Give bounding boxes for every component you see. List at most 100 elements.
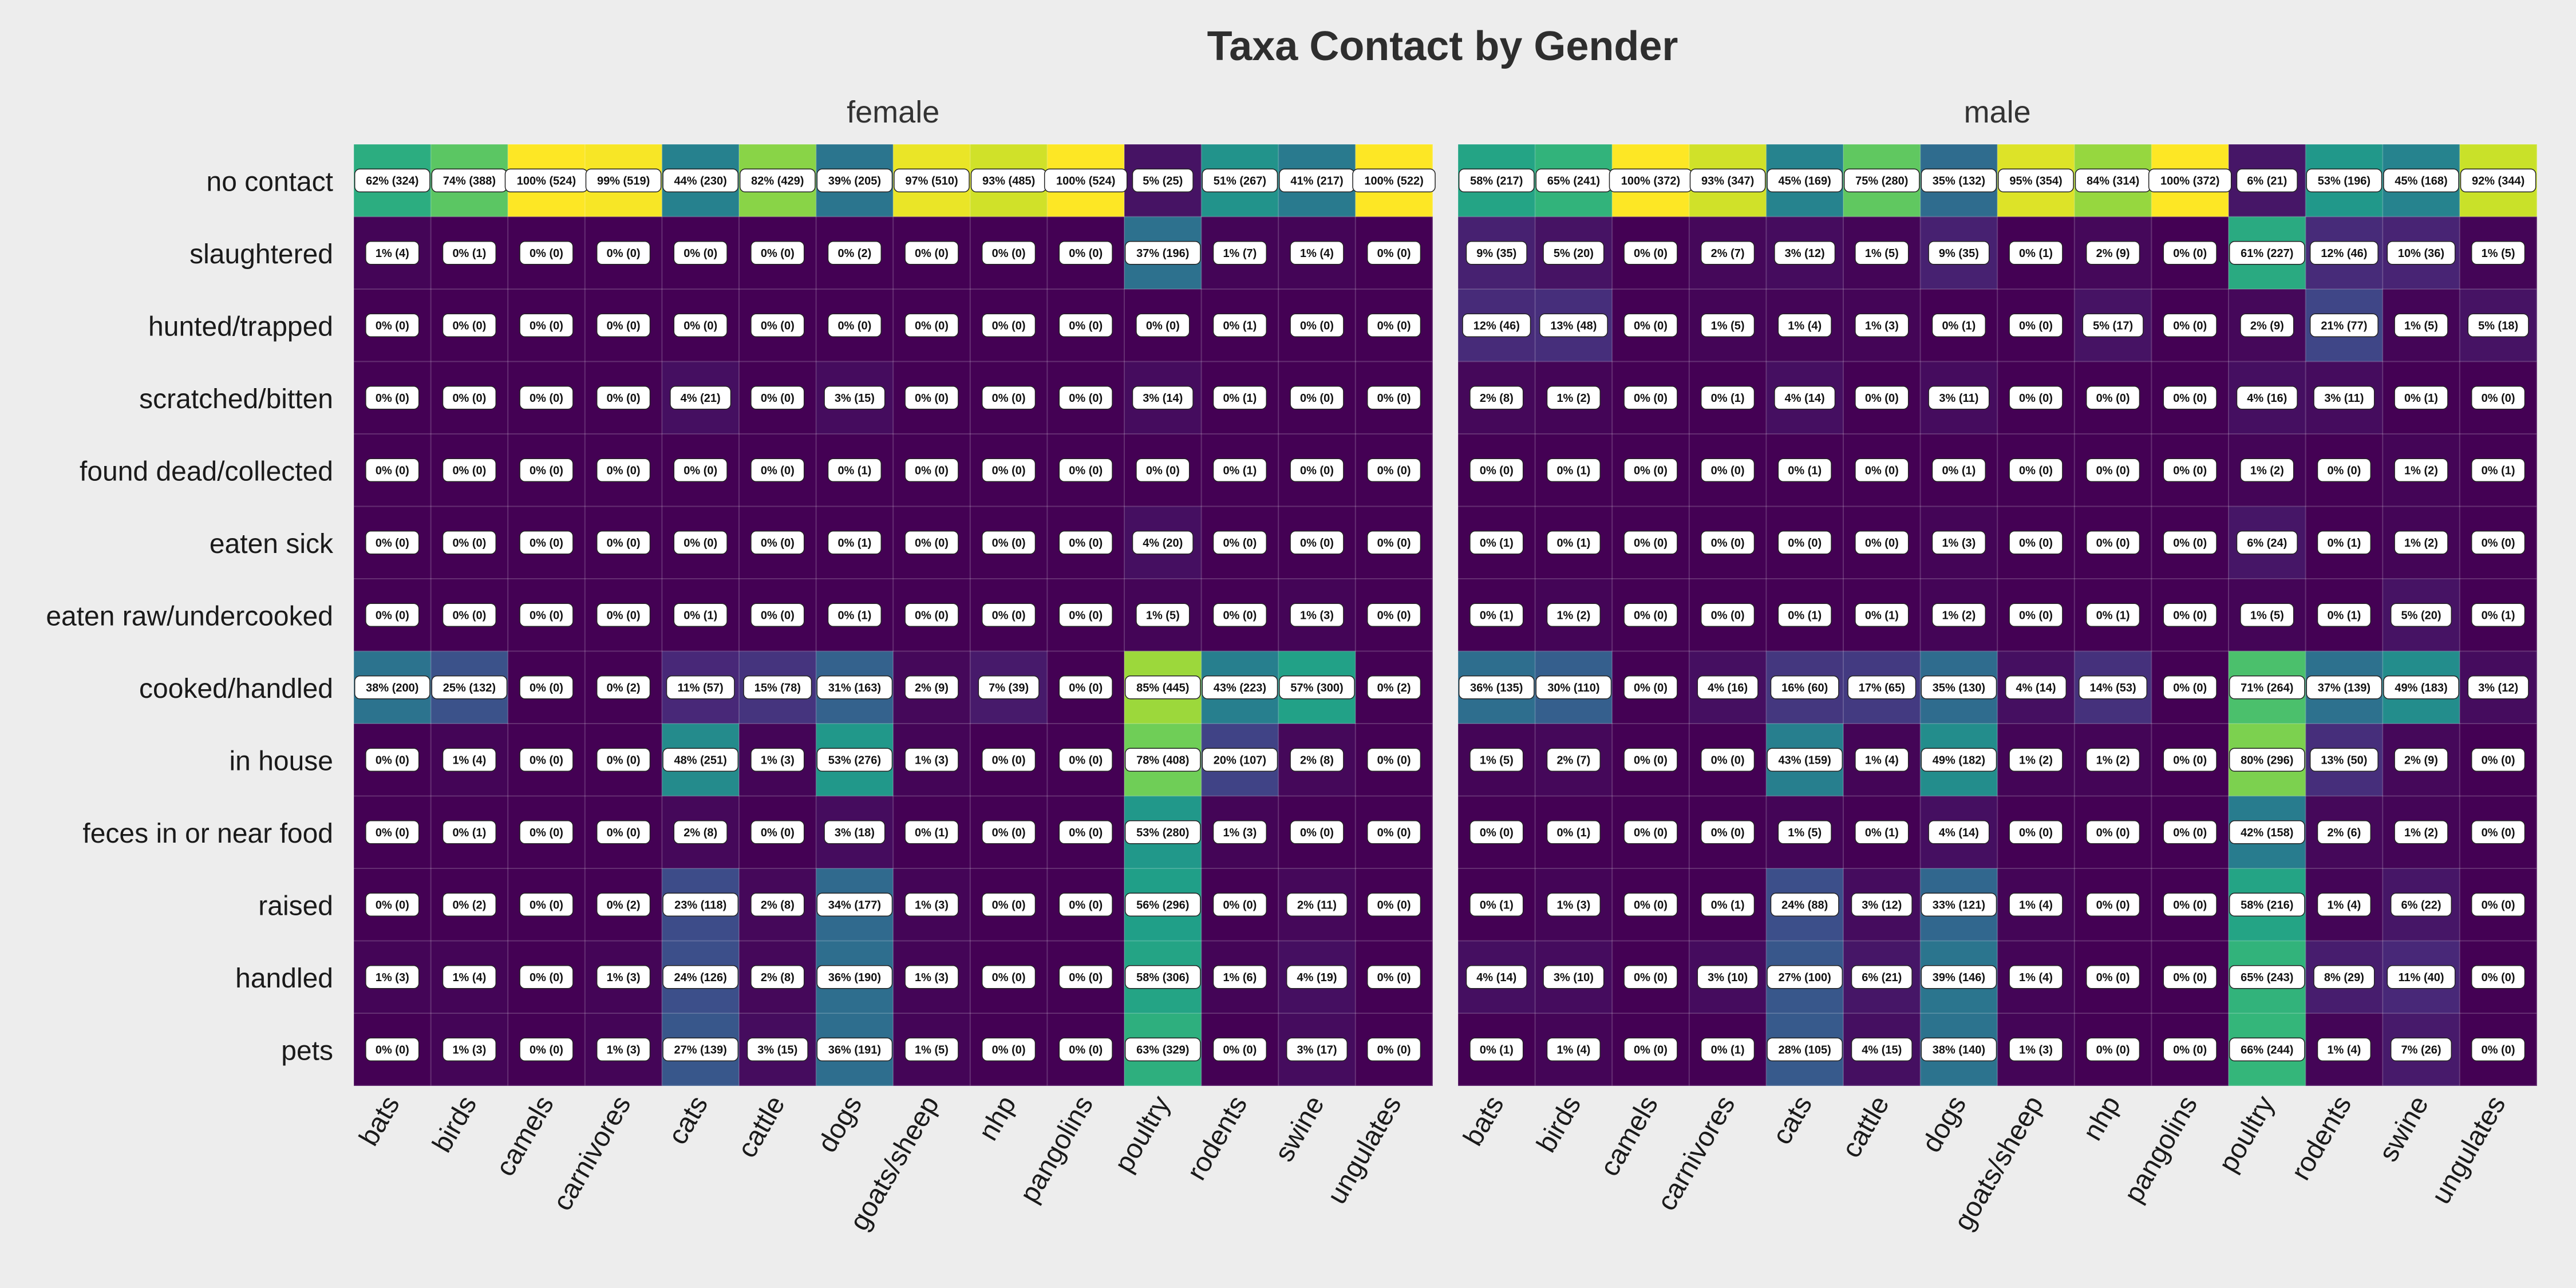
value-label: 0% (0) — [1146, 464, 1180, 477]
value-label: 1% (2) — [1942, 609, 1976, 622]
x-tick-label: pangolins — [1014, 1091, 1100, 1208]
value-label: 12% (46) — [2321, 247, 2367, 260]
value-label: 2% (8) — [683, 827, 717, 839]
value-label: 27% (100) — [1779, 971, 1831, 984]
value-label-box — [824, 386, 886, 410]
value-label: 1% (3) — [2019, 1044, 2053, 1056]
value-label-box — [2229, 965, 2305, 989]
value-label: 0% (0) — [2096, 537, 2130, 550]
value-label-box — [1124, 1037, 1201, 1061]
value-label: 0% (0) — [2173, 754, 2207, 767]
value-label: 0% (0) — [1711, 609, 1745, 622]
row-label: in house — [230, 746, 333, 776]
value-label: 0% (1) — [1556, 827, 1590, 839]
value-label: 78% (408) — [1136, 754, 1189, 767]
value-label: 71% (264) — [2241, 682, 2293, 694]
value-label-box — [750, 241, 805, 265]
value-label-box — [1931, 458, 1986, 482]
value-label-box — [2317, 458, 2372, 482]
value-label: 0% (1) — [1480, 609, 1514, 622]
row-label: found dead/collected — [80, 456, 333, 487]
value-label: 0% (1) — [1480, 1044, 1514, 1056]
value-label: 3% (12) — [1785, 247, 1825, 260]
value-label-box — [1366, 965, 1421, 989]
value-label: 3% (11) — [2324, 392, 2364, 405]
value-label-box — [2317, 603, 2372, 627]
value-label: 1% (2) — [1556, 392, 1590, 405]
value-label-box — [2229, 241, 2305, 265]
value-label-box — [1623, 531, 1678, 555]
value-label-box — [2085, 386, 2140, 410]
value-label-box — [365, 313, 420, 337]
value-label-box — [1931, 313, 1986, 337]
value-label: 0% (1) — [2404, 392, 2438, 405]
x-tick-label: cats — [662, 1091, 714, 1150]
value-label-box — [662, 748, 739, 772]
value-label-box — [981, 892, 1036, 916]
value-label: 2% (8) — [761, 899, 795, 911]
value-label: 3% (17) — [1297, 1044, 1337, 1056]
value-label: 1% (3) — [761, 754, 795, 767]
value-label-box — [519, 313, 574, 337]
value-label: 0% (0) — [2482, 537, 2515, 550]
value-label-box — [1124, 892, 1201, 916]
value-label: 0% (1) — [837, 464, 871, 477]
value-label-box — [2394, 820, 2448, 844]
value-label: 4% (14) — [1476, 971, 1516, 984]
value-label: 57% (300) — [1290, 682, 1343, 694]
value-label: 0% (0) — [530, 319, 563, 332]
value-label-box — [596, 313, 651, 337]
value-label: 0% (0) — [1634, 464, 1668, 477]
value-label: 0% (0) — [1069, 827, 1103, 839]
row-label: eaten raw/undercooked — [46, 601, 333, 631]
value-label: 0% (0) — [1300, 537, 1334, 550]
value-label: 38% (200) — [366, 682, 418, 694]
value-label-box — [2009, 386, 2063, 410]
value-label-box — [904, 675, 959, 700]
value-label: 0% (0) — [1634, 609, 1668, 622]
value-label-box — [2317, 892, 2372, 916]
value-label: 11% (57) — [678, 682, 724, 694]
panel-title: female — [847, 95, 939, 129]
value-label: 0% (0) — [452, 319, 486, 332]
value-label: 35% (132) — [1933, 175, 1985, 187]
value-label-box — [904, 892, 959, 916]
value-label-box — [2236, 531, 2298, 555]
value-label: 0% (0) — [1223, 1044, 1257, 1056]
row-label: hunted/trapped — [148, 311, 333, 342]
value-label-box — [1700, 313, 1755, 337]
value-label-box — [750, 892, 805, 916]
value-label: 1% (4) — [2019, 899, 2053, 911]
value-label: 0% (0) — [530, 609, 563, 622]
value-label: 0% (0) — [2019, 464, 2053, 477]
value-label-box — [1623, 965, 1678, 989]
value-label-box — [1469, 386, 1524, 410]
value-label: 0% (0) — [1634, 537, 1668, 550]
value-label: 0% (0) — [1069, 537, 1103, 550]
value-label: 24% (126) — [674, 971, 727, 984]
value-label-box — [2163, 458, 2217, 482]
value-label: 0% (0) — [2019, 319, 2053, 332]
value-label: 1% (4) — [2327, 1044, 2361, 1056]
value-label: 61% (227) — [2241, 247, 2293, 260]
value-label-box — [1469, 603, 1524, 627]
value-label-box — [1202, 675, 1278, 700]
value-label-box — [519, 1037, 574, 1061]
value-label-box — [904, 458, 959, 482]
value-label-box — [1921, 168, 1997, 192]
value-label: 63% (329) — [1136, 1044, 1189, 1056]
value-label-box — [2394, 458, 2448, 482]
value-label: 3% (11) — [1939, 392, 1978, 405]
value-label: 14% (53) — [2090, 682, 2136, 694]
value-label: 1% (5) — [915, 1044, 949, 1056]
value-label: 0% (0) — [2173, 464, 2207, 477]
value-label-box — [673, 313, 728, 337]
value-label: 4% (14) — [1785, 392, 1825, 405]
value-label-box — [1465, 241, 1527, 265]
value-label-box — [1290, 603, 1344, 627]
value-label: 0% (0) — [2173, 319, 2207, 332]
value-label: 0% (0) — [2482, 754, 2515, 767]
value-label-box — [1700, 531, 1755, 555]
value-label-box — [904, 531, 959, 555]
value-label: 21% (77) — [2321, 319, 2367, 332]
